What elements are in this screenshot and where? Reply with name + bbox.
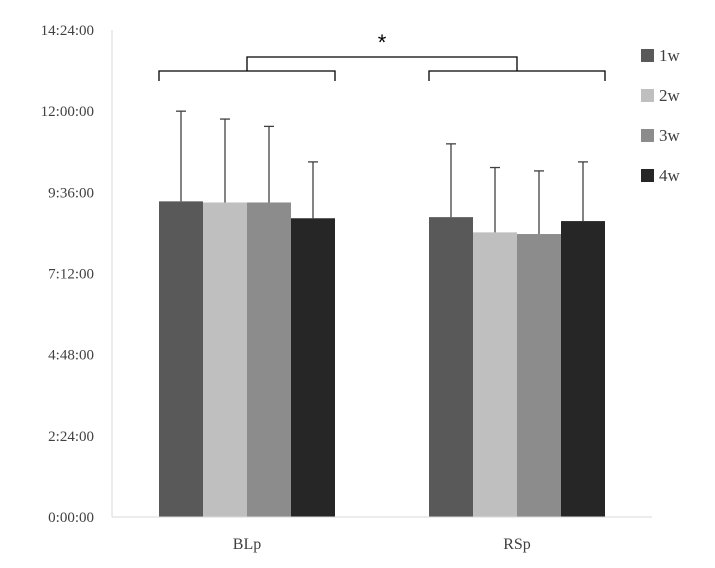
legend-swatch-2w [641, 89, 654, 102]
group-bracket-0 [158, 70, 336, 81]
y-tick-label-6: 14:24:00 [41, 23, 94, 39]
bars [159, 201, 605, 517]
legend-label-3w: 3w [659, 126, 681, 145]
y-tick-label-2: 4:48:00 [48, 348, 94, 364]
bar-blp-1w [159, 201, 203, 517]
bar-rsp-2w [473, 232, 517, 517]
y-tick-label-3: 7:12:00 [48, 267, 94, 283]
legend-swatch-4w [641, 169, 654, 182]
y-tick-label-0: 0:00:00 [48, 510, 94, 526]
legend-swatch-1w [641, 49, 654, 62]
bar-rsp-1w [429, 217, 473, 517]
group-bracket-1 [428, 70, 606, 81]
x-axis: BLp RSp [112, 516, 652, 553]
bar-rsp-3w [517, 234, 561, 517]
legend-swatch-3w [641, 129, 654, 142]
category-label-rsp: RSp [503, 536, 531, 553]
y-tick-label-1: 2:24:00 [48, 429, 94, 445]
comparison-bracket [246, 56, 518, 71]
bar-rsp-4w [561, 221, 605, 517]
legend: 1w 2w 3w 4w [641, 46, 681, 185]
bar-blp-2w [203, 202, 247, 517]
error-bars [176, 110, 588, 235]
category-label-blp: BLp [233, 536, 261, 553]
legend-label-1w: 1w [659, 46, 681, 65]
bar-blp-4w [291, 218, 335, 517]
significance-label: * [378, 30, 387, 55]
legend-label-4w: 4w [659, 166, 681, 185]
bar-blp-3w [247, 202, 291, 517]
legend-label-2w: 2w [659, 86, 681, 105]
y-axis: 0:00:00 2:24:00 4:48:00 7:12:00 9:36:00 12:00… [41, 23, 113, 526]
y-tick-label-4: 9:36:00 [48, 185, 94, 201]
y-tick-label-5: 12:00:00 [41, 104, 94, 120]
significance-bracket: * [158, 30, 606, 81]
